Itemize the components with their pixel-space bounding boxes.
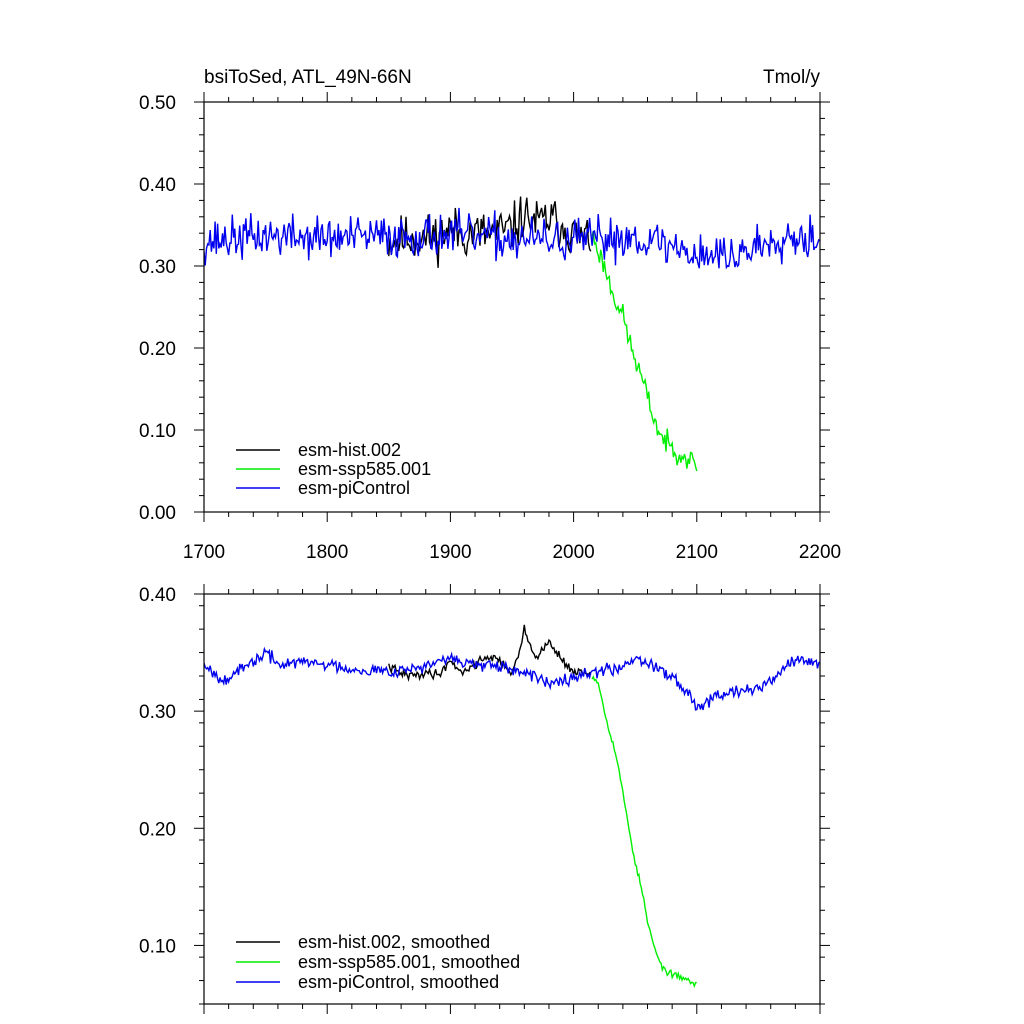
bottom-series-line-3: [204, 646, 820, 711]
top-chart-units: Tmol/y: [763, 67, 821, 88]
top-series-line-2: [591, 230, 698, 472]
top-legend-label-3: esm-piControl: [298, 478, 410, 498]
top-series-line-3: [204, 207, 820, 270]
top-y-tick-label: 0.00: [139, 503, 176, 524]
top-legend-label-1: esm-hist.002: [298, 440, 401, 460]
top-x-tick-label: 1800: [306, 542, 348, 563]
bottom-panel: 0.100.200.300.40 esm-hist.002, smoothede…: [139, 584, 830, 1014]
top-legend-label-2: esm-ssp585.001: [298, 459, 431, 479]
bottom-plot-frame: [203, 593, 821, 1005]
top-x-tick-label: 2200: [799, 542, 841, 563]
bottom-series-line-1: [388, 624, 592, 683]
bottom-y-tick-label: 0.40: [139, 585, 176, 606]
top-plot-frame: [203, 101, 821, 513]
top-chart-title: bsiToSed, ATL_49N-66N: [204, 67, 412, 88]
top-axes: 1700 1800 1900 2000 2100 2200 0.00 0.10 0.20 0.30…: [139, 92, 841, 563]
bottom-legend-label-2: esm-ssp585.001, smoothed: [298, 952, 520, 972]
top-panel: bsiToSed, ATL_49N-66N Tmol/y 1700 1800 190…: [139, 67, 841, 563]
bottom-series-line-2: [591, 675, 697, 989]
bottom-legend-label-1: esm-hist.002, smoothed: [298, 932, 490, 952]
top-y-tick-label: 0.20: [139, 339, 176, 360]
bottom-axes: 0.10 0.20 0.30 0.40: [139, 584, 830, 1014]
top-series-group: [204, 196, 820, 472]
top-x-tick-label: 2100: [676, 542, 718, 563]
top-y-tick-label: 0.40: [139, 175, 176, 196]
top-y-tick-label: 0.30: [139, 257, 176, 278]
bottom-series-group: [204, 624, 820, 989]
top-x-tick-label: 2000: [552, 542, 594, 563]
bottom-y-tick-label: 0.20: [139, 819, 176, 840]
top-y-tick-label: 0.50: [139, 93, 176, 114]
top-y-tick-label: 0.10: [139, 421, 176, 442]
bottom-y-tick-label: 0.30: [139, 702, 176, 723]
top-x-tick-label: 1700: [183, 542, 225, 563]
bottom-y-tick-label: 0.10: [139, 936, 176, 957]
top-x-tick-label: 1900: [429, 542, 471, 563]
bottom-legend-label-3: esm-piControl, smoothed: [298, 972, 499, 992]
